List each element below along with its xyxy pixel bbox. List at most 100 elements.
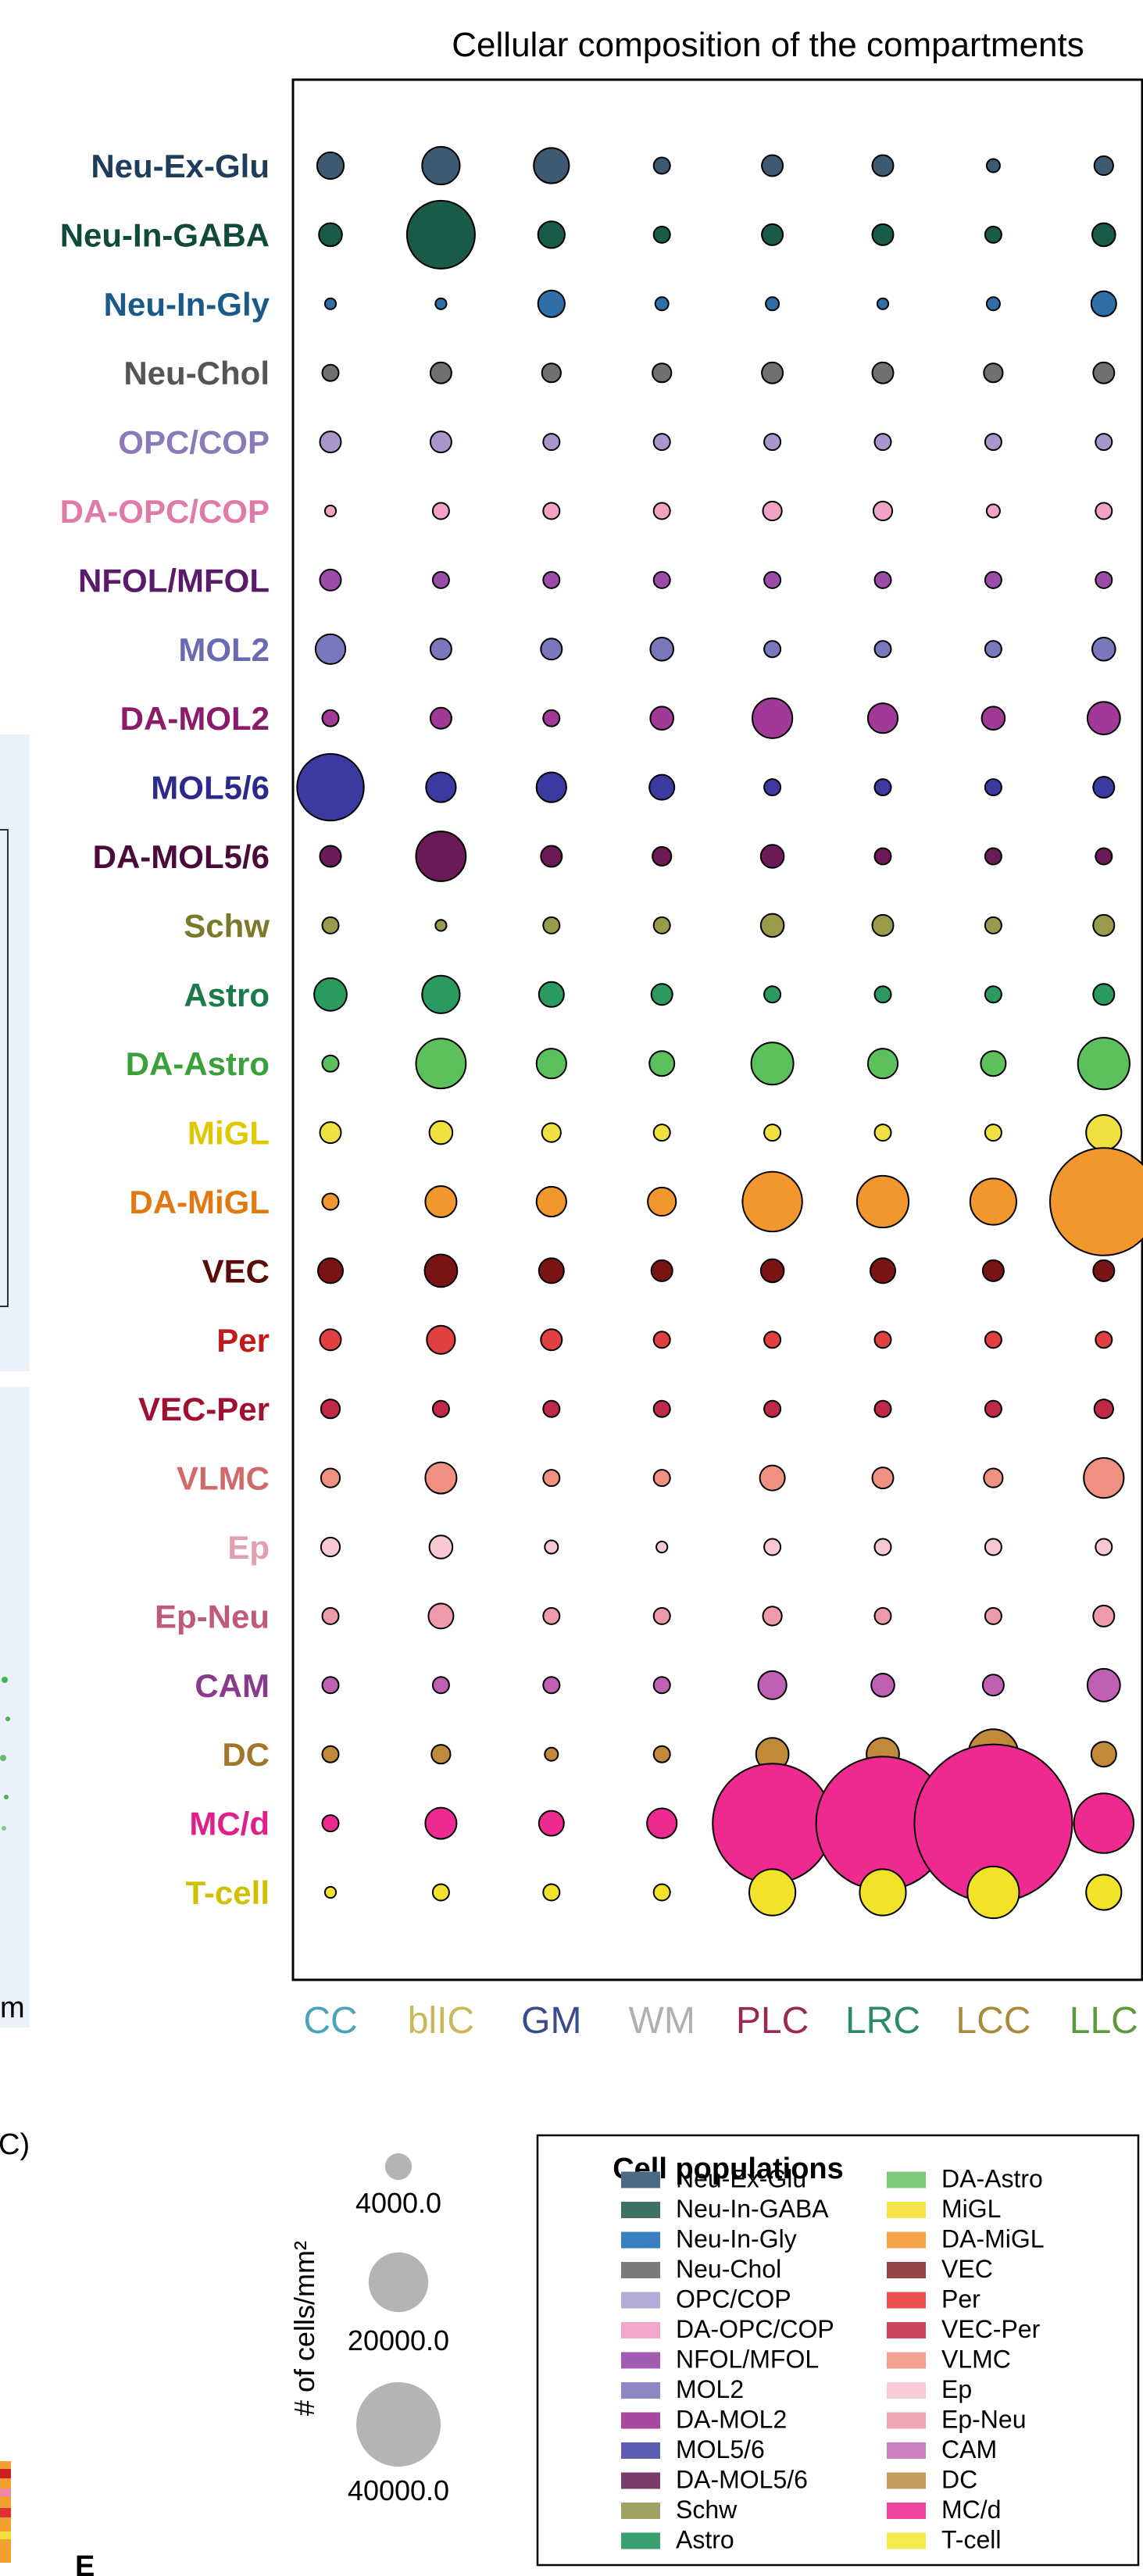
point-neu-in-gaba-llc: [1091, 222, 1116, 248]
x-label-lcc: LCC: [955, 2000, 1030, 2042]
legend-swatch-da-mol2: [621, 2412, 660, 2429]
point-schw-lcc: [984, 916, 1002, 934]
legend-swatch-per: [887, 2292, 926, 2309]
point-da-astro-gm: [535, 1048, 567, 1080]
x-label-cc: CC: [303, 2000, 357, 2042]
point-neu-in-gaba-lrc: [871, 223, 895, 246]
x-label-plc: PLC: [736, 2000, 809, 2042]
panel-label-c: C): [0, 2128, 30, 2161]
legend-label-da-mol5-6: DA-MOL5/6: [676, 2466, 808, 2494]
point-opc-cop-gm: [542, 433, 561, 452]
legend-label-da-opc-cop: DA-OPC/COP: [676, 2315, 834, 2343]
point-da-mol2-wm: [649, 706, 675, 731]
point-vec-lcc: [981, 1259, 1005, 1282]
y-label-cam: CAM: [195, 1667, 270, 1704]
point-schw-gm: [542, 916, 561, 934]
size-legend-bubble-0: [384, 2153, 413, 2181]
point-mol5-6-lrc: [873, 778, 892, 797]
legend-label-nfol-mfol: NFOL/MFOL: [676, 2346, 819, 2374]
neighbour-panel-fragments: [0, 734, 30, 2563]
point-vec-per-llc: [1093, 1399, 1114, 1420]
point-vlmc-llc: [1083, 1457, 1125, 1499]
point-t-cell-llc: [1085, 1874, 1123, 1911]
point-neu-ex-glu-blic: [421, 145, 461, 186]
legend-label-migl: MiGL: [941, 2195, 1001, 2223]
point-dc-wm: [652, 1745, 671, 1763]
point-vec-gm: [538, 1257, 565, 1284]
point-da-mol2-blic: [429, 706, 452, 730]
point-vec-wm: [650, 1259, 673, 1282]
legend-label-ep: Ep: [941, 2375, 972, 2403]
point-da-mol2-lrc: [866, 702, 899, 734]
point-nfol-mfol-blic: [431, 570, 450, 589]
legend-label-neu-chol: Neu-Chol: [676, 2255, 781, 2283]
point-mc-d-plc: [712, 1763, 833, 1885]
point-migl-lrc: [873, 1124, 892, 1142]
point-neu-in-gaba-plc: [761, 223, 784, 246]
point-migl-wm: [652, 1124, 671, 1142]
point-neu-ex-glu-llc: [1093, 155, 1114, 177]
point-opc-cop-plc: [763, 433, 782, 452]
point-neu-ex-glu-wm: [652, 156, 671, 175]
point-migl-plc: [763, 1124, 782, 1142]
point-da-mol5-6-wm: [652, 845, 673, 867]
color-legend-frame: [536, 2134, 1140, 2567]
point-mol5-6-gm: [535, 771, 567, 803]
point-ep-blic: [428, 1535, 454, 1560]
point-da-mol5-6-plc: [759, 844, 785, 869]
point-mol2-blic: [429, 638, 452, 661]
point-t-cell-blic: [431, 1883, 450, 1902]
point-da-astro-plc: [750, 1041, 795, 1086]
y-label-neu-in-gaba: Neu-In-GABA: [60, 216, 270, 253]
legend-label-t-cell: T-cell: [941, 2526, 1001, 2554]
point-neu-chol-lcc: [983, 363, 1004, 384]
point-astro-lcc: [984, 985, 1002, 1004]
legend-label-vec-per: VEC-Per: [941, 2315, 1041, 2343]
y-label-nfol-mfol: NFOL/MFOL: [78, 562, 270, 598]
point-migl-cc: [319, 1121, 342, 1145]
legend-swatch-nfol-mfol: [621, 2352, 660, 2369]
point-schw-plc: [759, 913, 785, 938]
point-vlmc-blic: [424, 1461, 458, 1495]
point-neu-chol-plc: [761, 361, 784, 384]
x-label-blic: blIC: [408, 2000, 474, 2042]
legend-label-neu-in-gly: Neu-In-Gly: [676, 2225, 797, 2253]
x-axis-labels: CC blIC GM WM PLC LRC LCC LLC: [303, 2000, 1138, 2042]
point-neu-in-gaba-gm: [537, 220, 566, 249]
point-mc-d-blic: [424, 1806, 458, 1840]
point-vec-cc: [317, 1257, 344, 1284]
legend-label-neu-ex-glu: Neu-Ex-Glu: [676, 2165, 806, 2193]
point-da-astro-lrc: [866, 1048, 899, 1080]
legend-swatch-neu-in-gly: [621, 2231, 660, 2249]
y-label-da-astro: DA-Astro: [126, 1045, 270, 1082]
y-label-da-migl: DA-MiGL: [129, 1184, 270, 1220]
point-cam-plc: [757, 1670, 788, 1700]
x-label-llc: LLC: [1070, 2000, 1138, 2042]
point-mol5-6-plc: [763, 778, 782, 797]
legend-label-neu-in-gaba: Neu-In-GABA: [676, 2195, 829, 2223]
point-t-cell-gm: [542, 1883, 561, 1902]
legend-swatch-mol2: [621, 2382, 660, 2399]
point-neu-chol-blic: [429, 361, 452, 384]
point-vlmc-lcc: [983, 1467, 1004, 1488]
y-label-ep: Ep: [227, 1529, 270, 1566]
point-da-opc-cop-cc: [323, 504, 338, 518]
legend-swatch-opc-cop: [621, 2292, 660, 2309]
point-schw-wm: [652, 916, 671, 934]
point-t-cell-lrc: [859, 1868, 907, 1917]
panel-label-m: m: [0, 1992, 25, 2024]
point-neu-in-gaba-blic: [405, 199, 476, 270]
legend-label-da-migl: DA-MiGL: [941, 2225, 1045, 2253]
point-da-mol2-llc: [1086, 701, 1121, 736]
legend-label-opc-cop: OPC/COP: [676, 2285, 791, 2313]
point-astro-wm: [650, 983, 673, 1006]
point-da-mol5-6-lrc: [873, 847, 892, 866]
size-legend-label-2: 40000.0: [348, 2474, 449, 2506]
point-astro-lrc: [873, 985, 892, 1004]
point-per-wm: [652, 1331, 671, 1349]
point-da-migl-wm: [647, 1186, 677, 1217]
point-neu-ex-glu-gm: [533, 147, 570, 184]
y-label-opc-cop: OPC/COP: [118, 424, 270, 461]
point-neu-in-gly-blic: [434, 297, 448, 310]
point-da-astro-blic: [415, 1038, 467, 1090]
